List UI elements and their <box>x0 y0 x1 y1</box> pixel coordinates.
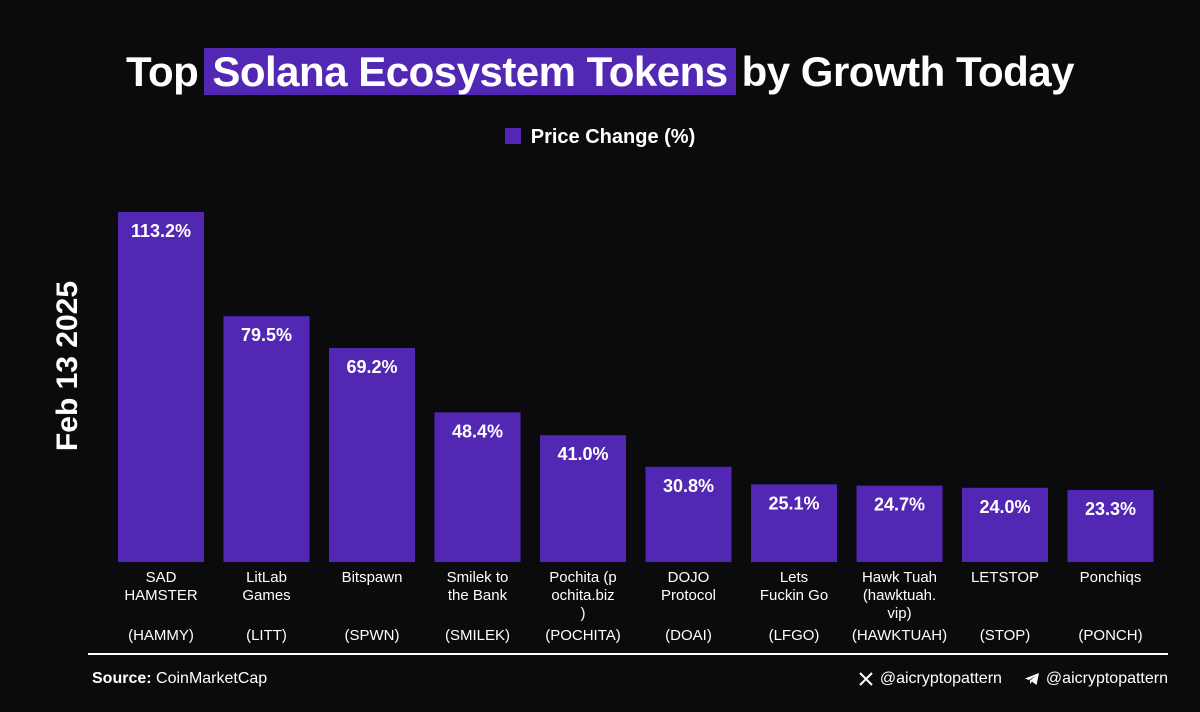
ticker-label-2: (SPWN) <box>345 627 400 644</box>
bar-value-label-4: 41.0% <box>557 444 608 464</box>
category-label-4-line-1: ochita.biz <box>551 587 614 604</box>
title-highlight: Solana Ecosystem Tokens <box>204 48 736 95</box>
x-handle-text: @aicryptopattern <box>879 670 1002 687</box>
ticker-label-8: (STOP) <box>980 627 1031 644</box>
category-label-2-line-0: Bitspawn <box>342 569 403 586</box>
ticker-label-9: (PONCH) <box>1078 627 1142 644</box>
category-label-4-line-0: Pochita (p <box>549 569 617 586</box>
category-label-6-line-1: Fuckin Go <box>760 587 828 604</box>
legend-label: Price Change (%) <box>530 126 696 148</box>
bar-1 <box>223 316 310 562</box>
ticker-label-1: (LITT) <box>246 627 287 644</box>
x-logo-icon <box>859 672 873 686</box>
bar-value-label-0: 113.2% <box>131 221 191 241</box>
ticker-label-0: (HAMMY) <box>128 627 194 644</box>
bar-5 <box>645 466 732 562</box>
social-handles: @aicryptopattern @aicryptopattern <box>858 670 1168 688</box>
bar-0 <box>118 212 204 562</box>
telegram-handle[interactable]: @aicryptopattern <box>1024 670 1168 688</box>
title-suffix: by Growth Today <box>741 48 1075 95</box>
bar-value-label-5: 30.8% <box>663 476 714 496</box>
bar-value-label-6: 25.1% <box>768 493 819 513</box>
title-prefix: Top <box>125 48 199 95</box>
category-label-8-line-0: LETSTOP <box>971 569 1039 586</box>
bar-9 <box>1067 489 1154 562</box>
category-label-5-line-1: Protocol <box>661 587 716 604</box>
category-label-7-line-0: Hawk Tuah <box>862 569 937 586</box>
ticker-label-7: (HAWKTUAH) <box>852 627 947 644</box>
bar-value-label-1: 79.5% <box>241 325 292 345</box>
category-label-1-line-1: Games <box>242 587 290 604</box>
source-credit: Source: CoinMarketCap <box>92 670 267 688</box>
legend-swatch <box>504 128 521 144</box>
category-label-6-line-0: Lets <box>780 569 808 586</box>
telegram-icon <box>1024 673 1039 685</box>
bar-value-label-9: 23.3% <box>1085 499 1136 519</box>
category-label-3-line-1: the Bank <box>448 587 508 604</box>
source-value: CoinMarketCap <box>156 670 268 687</box>
chart-title: Top Solana Ecosystem Tokens by Growth Toda… <box>0 42 1200 102</box>
bar-7 <box>856 485 943 562</box>
bar-value-label-2: 69.2% <box>346 357 397 377</box>
legend: Price Change (%) <box>0 126 1200 149</box>
ticker-label-6: (LFGO) <box>769 627 820 644</box>
category-label-1-line-0: LitLab <box>246 569 287 586</box>
category-label-4-line-2: ) <box>581 605 586 622</box>
bar-4 <box>540 435 626 562</box>
baseline-divider <box>88 653 1168 655</box>
bar-8 <box>962 487 1048 562</box>
category-label-3-line-0: Smilek to <box>447 569 509 586</box>
bar-3 <box>434 412 521 562</box>
x-handle[interactable]: @aicryptopattern <box>858 670 1002 688</box>
ticker-label-3: (SMILEK) <box>445 627 510 644</box>
telegram-handle-text: @aicryptopattern <box>1045 670 1168 687</box>
bar-6 <box>751 484 837 562</box>
bar-2 <box>329 348 415 562</box>
category-label-9-line-0: Ponchiqs <box>1080 569 1142 586</box>
bar-value-label-7: 24.7% <box>874 495 925 515</box>
source-label: Source: <box>92 670 152 687</box>
category-label-0-line-1: HAMSTER <box>124 587 198 604</box>
category-label-7-line-1: (hawktuah. <box>863 587 936 604</box>
category-label-7-line-2: vip) <box>887 605 911 622</box>
bar-value-label-3: 48.4% <box>452 421 503 441</box>
category-label-5-line-0: DOJO <box>668 569 710 586</box>
ticker-label-4: (POCHITA) <box>545 627 621 644</box>
category-label-0-line-0: SAD <box>146 569 177 586</box>
ticker-label-5: (DOAI) <box>665 627 712 644</box>
bar-value-label-8: 24.0% <box>979 497 1030 517</box>
